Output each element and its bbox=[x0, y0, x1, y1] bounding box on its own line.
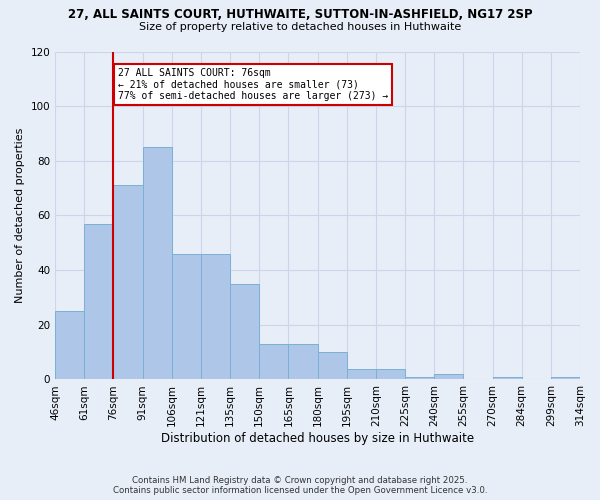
Bar bbox=[551, 376, 580, 380]
Bar bbox=[55, 311, 85, 380]
Bar bbox=[317, 352, 347, 380]
Bar bbox=[113, 186, 143, 380]
Bar bbox=[289, 344, 317, 380]
Bar bbox=[143, 147, 172, 380]
Bar bbox=[376, 368, 405, 380]
Bar bbox=[230, 284, 259, 380]
Bar bbox=[85, 224, 113, 380]
Bar bbox=[405, 376, 434, 380]
Y-axis label: Number of detached properties: Number of detached properties bbox=[15, 128, 25, 303]
Bar bbox=[259, 344, 289, 380]
Bar bbox=[201, 254, 230, 380]
Bar bbox=[172, 254, 201, 380]
Bar bbox=[347, 368, 376, 380]
Text: 27, ALL SAINTS COURT, HUTHWAITE, SUTTON-IN-ASHFIELD, NG17 2SP: 27, ALL SAINTS COURT, HUTHWAITE, SUTTON-… bbox=[68, 8, 532, 20]
Bar bbox=[493, 376, 521, 380]
Text: 27 ALL SAINTS COURT: 76sqm
← 21% of detached houses are smaller (73)
77% of semi: 27 ALL SAINTS COURT: 76sqm ← 21% of deta… bbox=[118, 68, 388, 101]
X-axis label: Distribution of detached houses by size in Huthwaite: Distribution of detached houses by size … bbox=[161, 432, 474, 445]
Bar bbox=[434, 374, 463, 380]
Text: Contains HM Land Registry data © Crown copyright and database right 2025.
Contai: Contains HM Land Registry data © Crown c… bbox=[113, 476, 487, 495]
Text: Size of property relative to detached houses in Huthwaite: Size of property relative to detached ho… bbox=[139, 22, 461, 32]
